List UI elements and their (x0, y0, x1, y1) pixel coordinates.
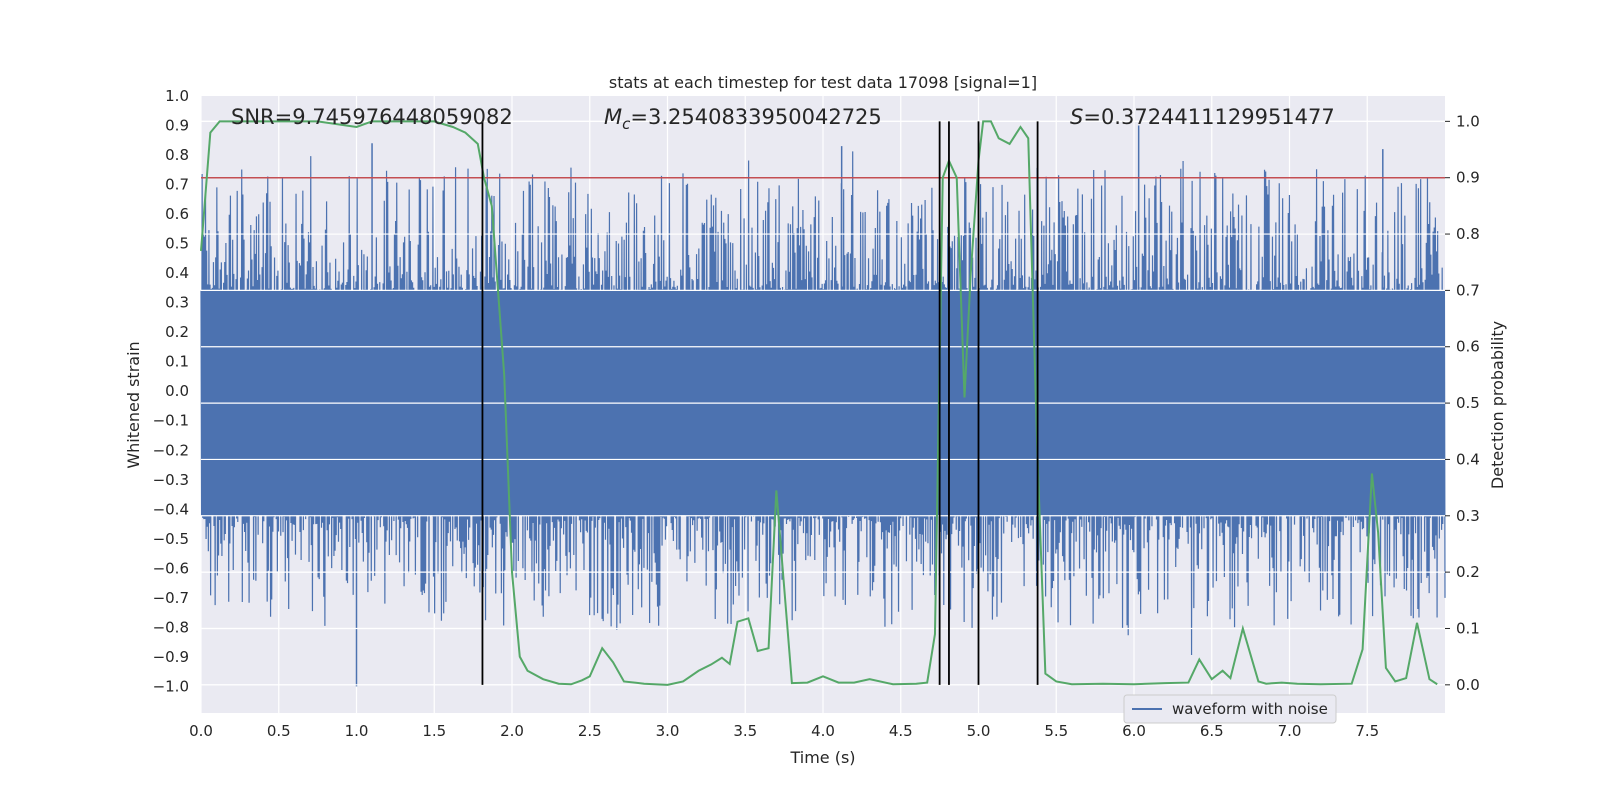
s-value: =0.3724411129951477 (1083, 105, 1334, 129)
probability-line (200, 120, 1438, 686)
x-tick-label: 6.0 (1122, 722, 1146, 740)
y-tick-label: −0.5 (153, 530, 189, 548)
vertical-lines (481, 121, 1039, 685)
x-tick-label: 0.5 (267, 722, 291, 740)
y-tick-label: 0.4 (165, 264, 189, 282)
y-tick-label: 0.3 (165, 294, 189, 312)
y-tick-label: −0.9 (153, 648, 189, 666)
x-tick-label: 5.0 (967, 722, 991, 740)
mc-subscript: c (622, 115, 631, 133)
y2-axis-label: Detection probability (1488, 321, 1507, 489)
y2-tick-label: 0.0 (1456, 676, 1480, 694)
y-tick-label: −0.8 (153, 618, 189, 636)
x-ticks: 0.0 0.5 1.0 1.5 2.0 2.5 3.0 3.5 4.0 4.5 5.0 5.5 6.0 6… (189, 722, 1379, 740)
legend: waveform with noise (1123, 694, 1337, 724)
y-tick-label: 0.8 (165, 146, 189, 164)
chirp-mass-annotation: Mc=3.2540833950042725 (604, 105, 882, 133)
chart-title: stats at each timestep for test data 170… (609, 73, 1037, 92)
x-tick-label: 4.0 (811, 722, 835, 740)
x-tick-label: 2.0 (500, 722, 524, 740)
y-tick-label: 0.7 (165, 176, 189, 194)
y2-tick-label: 0.6 (1456, 338, 1480, 356)
waveform-series (200, 120, 1446, 687)
y2-tick-label: 0.8 (1456, 225, 1480, 243)
y-tick-label: −0.1 (153, 412, 189, 430)
x-tick-label: 4.5 (889, 722, 913, 740)
y-tick-label: 0.0 (165, 382, 189, 400)
y2-tick-label: 0.9 (1456, 169, 1480, 187)
y-tick-label: −1.0 (153, 677, 189, 695)
y2-tick-label: 0.3 (1456, 507, 1480, 525)
y-tick-label: −0.2 (153, 441, 189, 459)
y-tick-label: 1.0 (165, 87, 189, 105)
x-tick-label: 1.0 (345, 722, 369, 740)
x-tick-label: 2.5 (578, 722, 602, 740)
x-tick-label: 0.0 (189, 722, 213, 740)
y-tick-label: 0.1 (165, 353, 189, 371)
y2-tick-label: 0.4 (1456, 450, 1480, 468)
legend-label: waveform with noise (1172, 700, 1328, 718)
y-tick-label: −0.3 (153, 471, 189, 489)
legend-box (1123, 694, 1337, 724)
y2-tick-label: 0.7 (1456, 281, 1480, 299)
y-tick-label: −0.7 (153, 589, 189, 607)
x-tick-label: 6.5 (1200, 722, 1224, 740)
y-tick-label: 0.6 (165, 205, 189, 223)
s-symbol: S (1070, 105, 1083, 129)
x-tick-label: 1.5 (422, 722, 446, 740)
y-axis-label: Whitened strain (124, 341, 143, 468)
y-tick-label: 0.2 (165, 323, 189, 341)
mc-symbol: M (604, 105, 622, 129)
y2-tick-label: 0.1 (1456, 619, 1480, 637)
y-tick-label: 0.9 (165, 117, 189, 135)
x-tick-label: 3.5 (733, 722, 757, 740)
snr-annotation: SNR=9.745976448059082 (231, 105, 513, 129)
y2-tick-label: 0.5 (1456, 394, 1480, 412)
y-tick-label: −0.6 (153, 559, 189, 577)
y-tick-label: −0.4 (153, 500, 189, 518)
x-tick-label: 7.0 (1278, 722, 1302, 740)
mc-value: =3.2540833950042725 (630, 105, 881, 129)
s-annotation: S=0.3724411129951477 (1070, 105, 1335, 129)
x-tick-label: 3.0 (656, 722, 680, 740)
x-axis-label: Time (s) (789, 748, 855, 767)
y-tick-label: 0.5 (165, 235, 189, 253)
y2-tick-label: 1.0 (1456, 112, 1480, 130)
x-tick-label: 5.5 (1044, 722, 1068, 740)
y2-ticks: 1.0 0.9 0.8 0.7 0.6 0.5 0.4 0.3 0.2 0.1 0.0 (1445, 112, 1480, 694)
y-ticks: 1.0 0.9 0.8 0.7 0.6 0.5 0.4 0.3 0.2 0.1 0.0 −0.1 −0.… (153, 87, 189, 695)
y2-tick-label: 0.2 (1456, 563, 1480, 581)
probability-layer (200, 120, 1445, 686)
x-tick-label: 7.5 (1355, 722, 1379, 740)
